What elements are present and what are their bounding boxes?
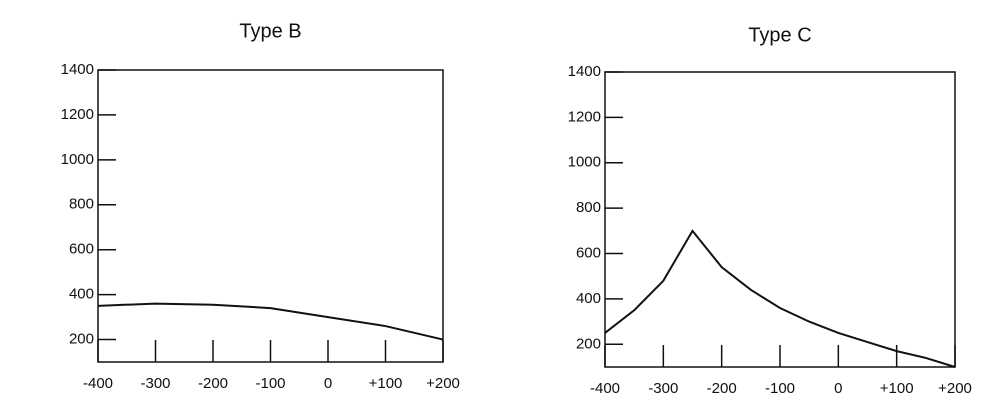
y-tick-label: 1400 <box>61 61 94 78</box>
x-tick-label: -200 <box>198 375 228 392</box>
x-tick-label: 0 <box>324 375 332 392</box>
y-tick-label: 600 <box>69 241 94 258</box>
y-tick-label: 1000 <box>61 151 94 168</box>
chart-title: Type C <box>748 24 811 46</box>
y-tick-label: 1200 <box>568 108 601 125</box>
plot-frame <box>604 71 956 368</box>
y-tick-label: 200 <box>69 331 94 348</box>
y-tick-label: 1200 <box>61 106 94 123</box>
y-tick-label: 1400 <box>568 63 601 80</box>
x-tick-label: 0 <box>834 380 842 397</box>
y-tick-label: 800 <box>576 199 601 216</box>
y-tick-label: 200 <box>576 335 601 352</box>
x-tick-label: -200 <box>707 380 737 397</box>
x-tick-label: +100 <box>880 380 914 397</box>
x-tick-label: -300 <box>140 375 170 392</box>
x-tick-label: -100 <box>765 380 795 397</box>
data-line <box>97 302 444 341</box>
x-tick-label: +100 <box>369 375 403 392</box>
data-line <box>604 229 956 368</box>
x-tick-label: -100 <box>255 375 285 392</box>
y-tick-label: 400 <box>69 286 94 303</box>
y-tick-label: 1000 <box>568 154 601 171</box>
x-tick-label: -400 <box>590 380 620 397</box>
y-tick-label: 600 <box>576 245 601 262</box>
x-tick-label: +200 <box>426 375 460 392</box>
x-tick-label: +200 <box>938 380 972 397</box>
y-tick-label: 800 <box>69 196 94 213</box>
y-tick-label: 400 <box>576 290 601 307</box>
x-tick-label: -300 <box>648 380 678 397</box>
x-tick-label: -400 <box>83 375 113 392</box>
chart-title: Type B <box>239 20 301 42</box>
plot-frame <box>97 69 444 363</box>
